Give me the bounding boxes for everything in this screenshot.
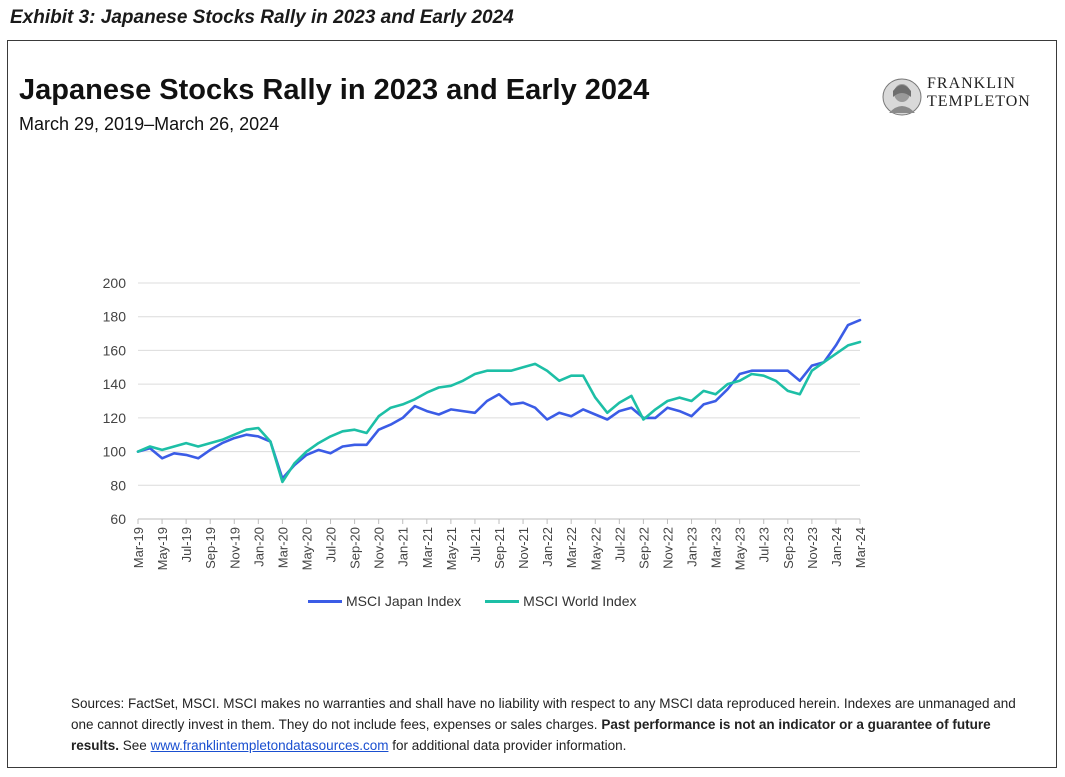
- x-tick-label: Sep-21: [492, 527, 507, 569]
- legend-swatch-japan: [308, 599, 342, 603]
- x-tick-label: Mar-23: [709, 527, 724, 568]
- franklin-portrait-icon: [882, 78, 922, 116]
- x-tick-label: Sep-20: [348, 527, 363, 569]
- x-tick-label: Jan-24: [829, 527, 844, 567]
- sources-see: See: [122, 738, 147, 753]
- y-tick-label: 200: [103, 275, 127, 291]
- x-tick-label: Jan-23: [685, 527, 700, 567]
- logo-line-2: TEMPLETON: [927, 93, 1031, 110]
- y-tick-label: 140: [103, 376, 127, 392]
- y-tick-label: 100: [103, 444, 127, 460]
- x-tick-label: Mar-22: [564, 527, 579, 568]
- x-tick-label: May-19: [155, 527, 170, 570]
- x-tick-label: Mar-24: [853, 527, 868, 568]
- x-tick-label: May-22: [588, 527, 603, 570]
- legend-label-world: MSCI World Index: [523, 593, 637, 609]
- x-tick-label: Mar-20: [275, 527, 290, 568]
- line-chart: 60 80 100 120 140 160 180 200 Mar-19 May-19 Jul-19…: [103, 275, 868, 570]
- x-tick-label: Jul-22: [612, 527, 627, 562]
- x-tick-label: Jul-23: [757, 527, 772, 562]
- legend-item-japan: MSCI Japan Index: [308, 593, 461, 609]
- x-tick-label: Jan-21: [396, 527, 411, 567]
- x-tick-label: Sep-22: [636, 527, 651, 569]
- y-tick-label: 80: [110, 477, 126, 493]
- logo-line-1: FRANKLIN: [927, 75, 1016, 92]
- x-tick-label: Nov-23: [805, 527, 820, 569]
- x-tick-label: May-21: [444, 527, 459, 570]
- chart-legend: MSCI Japan Index MSCI World Index: [308, 593, 637, 609]
- exhibit-label: Exhibit 3: Japanese Stocks Rally in 2023…: [10, 7, 514, 28]
- x-tick-label: Jul-21: [468, 527, 483, 562]
- x-tick-label: May-23: [733, 527, 748, 570]
- legend-item-world: MSCI World Index: [485, 593, 637, 609]
- y-tick-label: 120: [103, 410, 127, 426]
- x-tick-label: Sep-23: [781, 527, 796, 569]
- y-tick-label: 60: [110, 511, 126, 527]
- sources-note: Sources: FactSet, MSCI. MSCI makes no wa…: [71, 693, 1031, 756]
- series-line-world: [136, 340, 862, 484]
- x-tick-label: Nov-21: [516, 527, 531, 569]
- x-tick-label: Sep-19: [203, 527, 218, 569]
- x-tick-label: Nov-22: [660, 527, 675, 569]
- x-tick-label: Nov-20: [372, 527, 387, 569]
- x-tick-label: Jul-19: [179, 527, 194, 562]
- chart-subtitle: March 29, 2019–March 26, 2024: [19, 114, 280, 134]
- legend-label-japan: MSCI Japan Index: [346, 593, 462, 609]
- series-line-japan: [136, 318, 862, 480]
- x-tick-label: Mar-21: [420, 527, 435, 568]
- x-tick-label: May-20: [299, 527, 314, 570]
- chart-title: Japanese Stocks Rally in 2023 and Early …: [19, 74, 650, 106]
- sources-tail: for additional data provider information…: [392, 738, 627, 753]
- data-sources-link[interactable]: www.franklintempletondatasources.com: [150, 738, 389, 753]
- franklin-templeton-logo: FRANKLIN TEMPLETON: [881, 75, 1053, 119]
- x-tick-label: Jan-20: [251, 527, 266, 567]
- x-tick-label: Mar-19: [131, 527, 146, 568]
- y-tick-label: 160: [103, 342, 127, 358]
- chart-frame: Japanese Stocks Rally in 2023 and Early …: [7, 40, 1057, 768]
- sources-text: Sources: FactSet, MSCI. MSCI makes no wa…: [71, 696, 1016, 732]
- legend-swatch-world: [485, 599, 520, 603]
- y-tick-label: 180: [103, 309, 127, 325]
- x-tick-label: Jul-20: [324, 527, 339, 562]
- x-tick-label: Nov-19: [227, 527, 242, 569]
- x-tick-label: Jan-22: [540, 527, 555, 567]
- past-performance-disclaimer: Past performance is not an indicator or …: [71, 717, 991, 753]
